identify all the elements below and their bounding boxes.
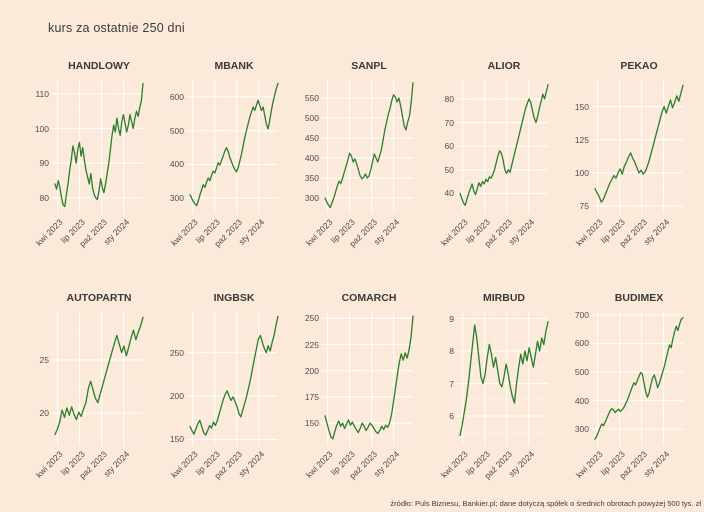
y-tick-label: 600 bbox=[169, 91, 184, 102]
y-tick-label: 75 bbox=[579, 201, 589, 212]
chart-title: SANPL bbox=[351, 60, 387, 72]
chart-title: ALIOR bbox=[487, 60, 521, 72]
chart-panel-comarch: COMARCH 150 175 200 225 250 kwi 2023 lip 2023 pa… bbox=[283, 290, 418, 487]
chart-panel-alior: ALIOR 40 50 60 70 80 kwi 2023 lip 2023 paź 2023 s… bbox=[418, 58, 553, 255]
figure-title: kurs za ostatnie 250 dni bbox=[48, 21, 185, 35]
y-tick-label: 20 bbox=[39, 408, 49, 419]
y-tick-label: 225 bbox=[304, 339, 319, 350]
x-tick-label: kwi 2023 bbox=[33, 217, 65, 248]
price-line-chart bbox=[51, 312, 144, 446]
y-tick-label: 175 bbox=[304, 391, 319, 402]
price-line-chart bbox=[591, 80, 684, 214]
y-tick-label: 500 bbox=[169, 125, 184, 136]
y-tick-label: 9 bbox=[449, 313, 454, 324]
price-series bbox=[594, 84, 684, 203]
price-series bbox=[324, 82, 414, 209]
y-tick-label: 250 bbox=[169, 347, 184, 358]
y-tick-label: 400 bbox=[169, 159, 184, 170]
y-tick-label: 150 bbox=[574, 101, 589, 112]
y-tick-label: 80 bbox=[39, 192, 49, 203]
y-tick-label: 300 bbox=[169, 193, 184, 204]
price-series bbox=[459, 84, 549, 206]
y-tick-label: 110 bbox=[35, 88, 49, 99]
y-tick-label: 50 bbox=[444, 164, 454, 175]
chart-title: PEKAO bbox=[620, 60, 658, 72]
y-tick-label: 8 bbox=[449, 346, 454, 356]
chart-title: MIRBUD bbox=[483, 292, 525, 304]
chart-title: MBANK bbox=[214, 60, 254, 72]
y-tick-label: 100 bbox=[34, 123, 49, 134]
y-tick-label: 500 bbox=[574, 367, 589, 377]
x-tick-label: kwi 2023 bbox=[168, 217, 200, 248]
chart-title: COMARCH bbox=[341, 292, 397, 304]
y-tick-label: 300 bbox=[304, 193, 319, 203]
x-tick-label: kwi 2023 bbox=[573, 217, 605, 248]
y-tick-label: 25 bbox=[39, 354, 49, 365]
price-series bbox=[594, 317, 684, 440]
chart-title: INGBSK bbox=[213, 292, 255, 304]
y-tick-label: 80 bbox=[444, 93, 454, 104]
price-series bbox=[54, 316, 144, 436]
chart-title: HANDLOWY bbox=[68, 60, 130, 72]
price-line-chart bbox=[321, 312, 414, 446]
y-tick-label: 6 bbox=[449, 411, 454, 421]
x-tick-label: kwi 2023 bbox=[438, 449, 470, 480]
x-tick-label: kwi 2023 bbox=[573, 449, 605, 480]
x-tick-label: kwi 2023 bbox=[438, 217, 470, 248]
price-line-chart bbox=[186, 312, 279, 446]
y-tick-label: 550 bbox=[304, 93, 319, 103]
y-tick-label: 450 bbox=[304, 133, 319, 143]
price-line-chart bbox=[51, 80, 144, 214]
chart-panel-autopartn: AUTOPARTN 20 25 kwi 2023 lip 2023 paź 2023 sty… bbox=[13, 290, 148, 487]
y-tick-label: 700 bbox=[574, 309, 589, 320]
chart-panel-mbank: MBANK 300 400 500 600 kwi 2023 lip 2023 paź 202… bbox=[148, 58, 283, 255]
y-tick-label: 600 bbox=[574, 338, 589, 349]
price-series bbox=[459, 321, 549, 437]
x-tick-label: kwi 2023 bbox=[303, 449, 335, 480]
y-tick-label: 7 bbox=[449, 378, 454, 389]
price-series bbox=[54, 82, 144, 208]
y-tick-label: 125 bbox=[574, 134, 589, 145]
price-series bbox=[324, 315, 414, 440]
y-tick-label: 400 bbox=[304, 153, 319, 163]
price-line-chart bbox=[456, 312, 549, 446]
y-tick-label: 40 bbox=[444, 188, 454, 199]
chart-panel-ingbsk: INGBSK 150 200 250 kwi 2023 lip 2023 paź 2023 s… bbox=[148, 290, 283, 487]
chart-title: AUTOPARTN bbox=[66, 292, 132, 304]
x-tick-label: kwi 2023 bbox=[303, 217, 335, 248]
chart-panel-pekao: PEKAO 75 100 125 150 kwi 2023 lip 2023 paź 2023… bbox=[553, 58, 688, 255]
y-tick-label: 200 bbox=[304, 365, 319, 376]
chart-panel-budimex: BUDIMEX 300 400 500 600 700 kwi 2023 lip 2023 pa… bbox=[553, 290, 688, 487]
price-series bbox=[189, 82, 279, 207]
y-tick-label: 500 bbox=[304, 113, 319, 123]
y-tick-label: 400 bbox=[574, 395, 589, 406]
y-tick-label: 200 bbox=[169, 391, 184, 402]
source-note: źródło: Puls Biznesu, Bankier.pl; dane d… bbox=[390, 499, 701, 508]
price-line-chart bbox=[186, 80, 279, 214]
y-tick-label: 250 bbox=[304, 313, 319, 324]
price-series bbox=[189, 315, 279, 436]
y-tick-label: 350 bbox=[304, 173, 319, 183]
y-tick-label: 150 bbox=[304, 418, 319, 429]
chart-panel-sanpl: SANPL 300 350 400 450 500 550 kwi 2023 lip 2023 p… bbox=[283, 58, 418, 255]
y-tick-label: 150 bbox=[169, 434, 184, 445]
y-tick-label: 100 bbox=[574, 167, 589, 178]
chart-title: BUDIMEX bbox=[614, 292, 664, 304]
price-line-chart bbox=[456, 80, 549, 214]
y-tick-label: 60 bbox=[444, 141, 454, 152]
chart-panel-mirbud: MIRBUD 6 7 8 9 kwi 2023 lip 2023 paź 2023 sty 20… bbox=[418, 290, 553, 487]
price-line-chart bbox=[321, 80, 414, 214]
y-tick-label: 70 bbox=[444, 117, 454, 128]
chart-panel-handlowy: HANDLOWY 80 90 100 110 kwi 2023 lip 2023 paź 20… bbox=[13, 58, 148, 255]
y-tick-label: 90 bbox=[39, 158, 49, 169]
x-tick-label: kwi 2023 bbox=[33, 449, 65, 480]
x-tick-label: kwi 2023 bbox=[168, 449, 200, 480]
y-tick-label: 300 bbox=[574, 424, 589, 435]
price-line-chart bbox=[591, 312, 684, 446]
